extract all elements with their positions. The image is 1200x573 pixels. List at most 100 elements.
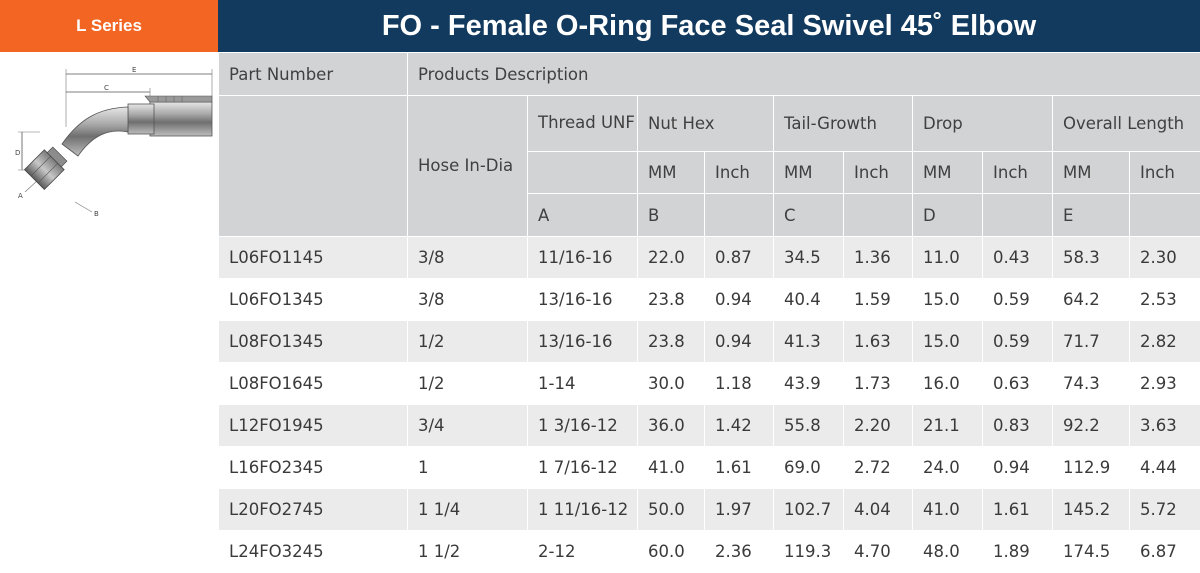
cell-len-mm: 112.9 [1053, 447, 1130, 489]
header-letter-a: A [528, 194, 638, 237]
cell-part: L08FO1645 [219, 363, 408, 405]
header-letter-c: C [774, 194, 844, 237]
cell-nut-mm: 22.0 [638, 237, 705, 279]
cell-len-in: 4.44 [1130, 447, 1200, 489]
cell-len-mm: 71.7 [1053, 321, 1130, 363]
cell-tail-mm: 34.5 [774, 237, 844, 279]
cell-drop-mm: 15.0 [913, 321, 983, 363]
cell-tail-mm: 41.3 [774, 321, 844, 363]
page-title: FO - Female O-Ring Face Seal Swivel 45˚ … [218, 0, 1200, 52]
cell-nut-in: 1.42 [705, 405, 774, 447]
cell-hose: 1 1/2 [408, 531, 528, 573]
cell-tail-in: 4.04 [844, 489, 913, 531]
cell-tail-in: 2.72 [844, 447, 913, 489]
header-overall-length: Overall Length [1053, 96, 1200, 152]
cell-part: L12FO1945 [219, 405, 408, 447]
cell-thread: 1 7/16-12 [528, 447, 638, 489]
cell-drop-in: 1.61 [983, 489, 1053, 531]
cell-tail-in: 1.59 [844, 279, 913, 321]
cell-len-mm: 64.2 [1053, 279, 1130, 321]
header-tail-inch: Inch [844, 152, 913, 194]
header-nut-mm: MM [638, 152, 705, 194]
cell-part: L24FO3245 [219, 531, 408, 573]
cell-nut-in: 0.94 [705, 321, 774, 363]
cell-nut-mm: 36.0 [638, 405, 705, 447]
cell-drop-in: 1.89 [983, 531, 1053, 573]
cell-tail-mm: 55.8 [774, 405, 844, 447]
header-nut-hex: Nut Hex [638, 96, 774, 152]
cell-len-mm: 58.3 [1053, 237, 1130, 279]
header-drop-mm: MM [913, 152, 983, 194]
cell-drop-in: 0.83 [983, 405, 1053, 447]
header-letter-spacer [705, 194, 774, 237]
header-length-inch: Inch [1130, 152, 1200, 194]
header-products-description: Products Description [408, 53, 1200, 96]
cell-part: L06FO1145 [219, 237, 408, 279]
cell-nut-in: 0.94 [705, 279, 774, 321]
dim-label-d: D [15, 149, 20, 157]
cell-drop-mm: 24.0 [913, 447, 983, 489]
cell-drop-in: 0.43 [983, 237, 1053, 279]
series-tab: L Series [0, 0, 218, 52]
header-letter-spacer [844, 194, 913, 237]
cell-drop-in: 0.59 [983, 279, 1053, 321]
cell-len-mm: 145.2 [1053, 489, 1130, 531]
cell-thread: 1 11/16-12 [528, 489, 638, 531]
cell-tail-in: 4.70 [844, 531, 913, 573]
header-hose-in-dia: Hose In-Dia [408, 96, 528, 237]
dim-label-a: A [18, 192, 23, 200]
cell-nut-in: 0.87 [705, 237, 774, 279]
cell-tail-mm: 69.0 [774, 447, 844, 489]
cell-nut-in: 1.97 [705, 489, 774, 531]
header-letter-e: E [1053, 194, 1130, 237]
spec-table: Part Number Products Description Hose In… [218, 52, 1200, 573]
cell-thread: 11/16-16 [528, 237, 638, 279]
cell-len-in: 2.82 [1130, 321, 1200, 363]
cell-hose: 3/8 [408, 279, 528, 321]
header-part-number: Part Number [219, 53, 408, 96]
cell-len-mm: 92.2 [1053, 405, 1130, 447]
cell-tail-in: 2.20 [844, 405, 913, 447]
cell-hose: 1/2 [408, 363, 528, 405]
header-nut-inch: Inch [705, 152, 774, 194]
cell-drop-mm: 48.0 [913, 531, 983, 573]
cell-len-in: 2.53 [1130, 279, 1200, 321]
cell-drop-in: 0.94 [983, 447, 1053, 489]
cell-nut-mm: 50.0 [638, 489, 705, 531]
cell-nut-in: 2.36 [705, 531, 774, 573]
cell-nut-mm: 23.8 [638, 279, 705, 321]
cell-len-in: 2.30 [1130, 237, 1200, 279]
header-drop: Drop [913, 96, 1053, 152]
cell-drop-mm: 41.0 [913, 489, 983, 531]
cell-tail-mm: 102.7 [774, 489, 844, 531]
header-drop-inch: Inch [983, 152, 1053, 194]
cell-hose: 1/2 [408, 321, 528, 363]
cell-thread: 1 3/16-12 [528, 405, 638, 447]
cell-drop-in: 0.63 [983, 363, 1053, 405]
cell-tail-in: 1.36 [844, 237, 913, 279]
cell-part: L08FO1345 [219, 321, 408, 363]
header-letter-spacer [1130, 194, 1200, 237]
header-thread-unf: Thread UNF [528, 96, 638, 152]
cell-part: L20FO2745 [219, 489, 408, 531]
cell-hose: 1 1/4 [408, 489, 528, 531]
cell-thread: 1-14 [528, 363, 638, 405]
cell-thread: 2-12 [528, 531, 638, 573]
header-length-mm: MM [1053, 152, 1130, 194]
cell-nut-mm: 23.8 [638, 321, 705, 363]
cell-thread: 13/16-16 [528, 279, 638, 321]
cell-len-in: 2.93 [1130, 363, 1200, 405]
cell-drop-mm: 16.0 [913, 363, 983, 405]
header-tail-mm: MM [774, 152, 844, 194]
cell-tail-mm: 43.9 [774, 363, 844, 405]
header-part-number-spacer [219, 96, 408, 237]
cell-nut-mm: 60.0 [638, 531, 705, 573]
cell-len-in: 6.87 [1130, 531, 1200, 573]
